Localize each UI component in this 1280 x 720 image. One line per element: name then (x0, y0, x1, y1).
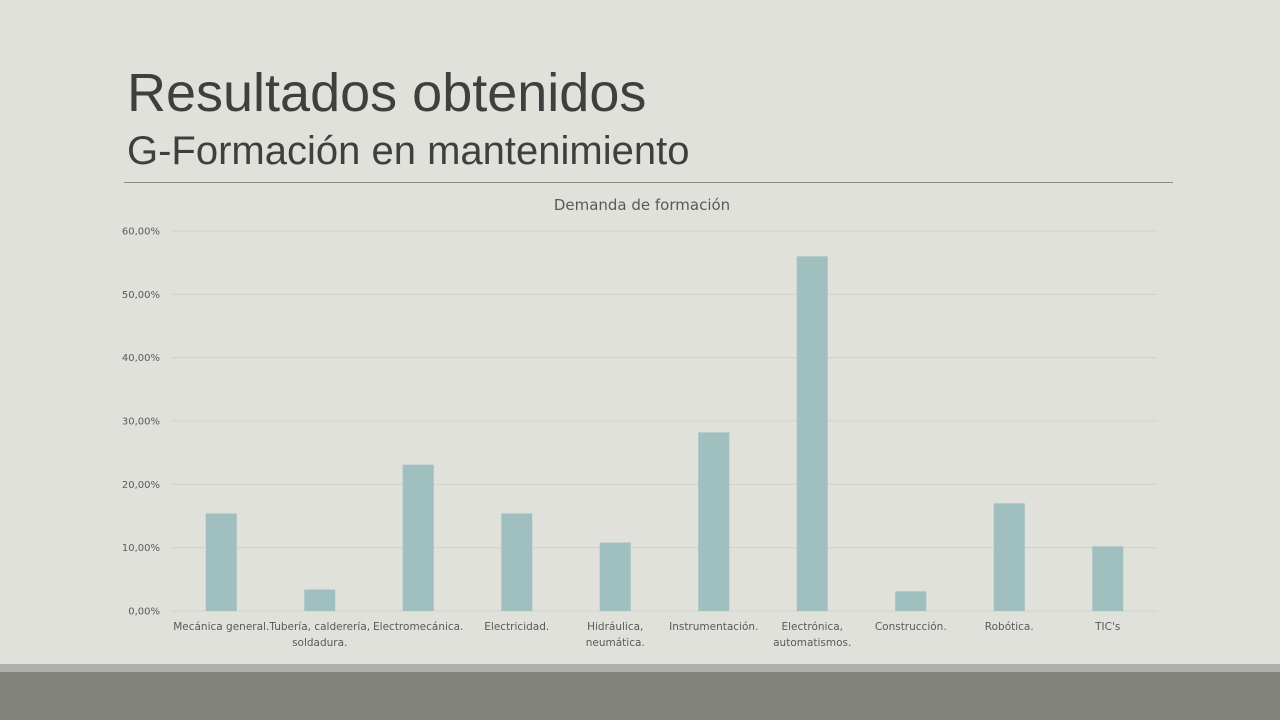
y-tick-label: 10,00% (122, 543, 160, 554)
y-tick-label: 0,00% (128, 607, 160, 618)
bar (501, 513, 533, 611)
bar (205, 513, 237, 611)
y-tick-label: 20,00% (122, 480, 160, 491)
x-tick-label: Robótica. (985, 621, 1034, 633)
x-tick-label: Electromecánica. (373, 621, 463, 633)
x-tick-label: Instrumentación. (669, 621, 758, 633)
footer-band (0, 672, 1280, 720)
slide-subtitle: G-Formación en mantenimiento (127, 129, 690, 173)
bar (402, 464, 434, 611)
y-tick-label: 50,00% (122, 290, 160, 301)
bar (304, 589, 336, 611)
bar (895, 591, 927, 611)
title-divider (124, 182, 1173, 183)
x-tick-label: Electricidad. (484, 621, 549, 633)
footer-band-light (0, 664, 1280, 672)
bar (1092, 546, 1124, 611)
slide-title: Resultados obtenidos (127, 63, 647, 123)
x-tick-label: Construcción. (875, 621, 947, 633)
chart-title: Demanda de formación (554, 196, 730, 214)
bar (993, 503, 1025, 611)
y-tick-label: 30,00% (122, 417, 160, 428)
x-tick-label: Mecánica general. (173, 621, 269, 633)
bar (796, 256, 828, 611)
x-tick-label: Electrónica, automatismos. (773, 621, 851, 649)
y-tick-label: 60,00% (122, 227, 160, 238)
x-tick-label: Hidráulica, neumática. (586, 621, 645, 649)
y-tick-label: 40,00% (122, 353, 160, 364)
x-tick-label: TIC's (1094, 621, 1120, 633)
bar (599, 542, 631, 611)
bar (698, 432, 730, 611)
x-tick-label: Tubería, calderería, soldadura. (268, 621, 370, 649)
bar-chart: Demanda de formación 0,00% 10,00% 20,00% 30… (122, 196, 1157, 649)
